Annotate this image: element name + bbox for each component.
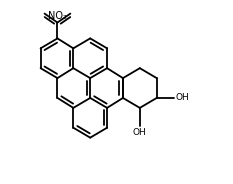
Text: OH: OH [175,93,189,102]
Text: NO₂: NO₂ [48,10,67,21]
Text: OH: OH [133,128,147,137]
